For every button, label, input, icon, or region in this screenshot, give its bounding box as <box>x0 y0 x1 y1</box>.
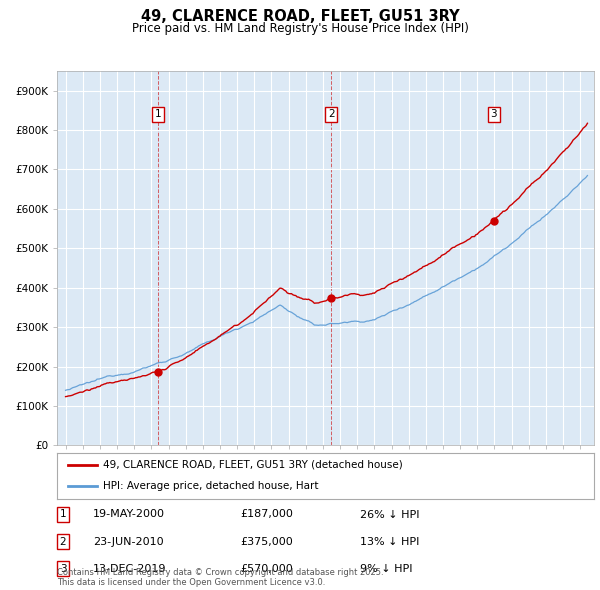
Text: 1: 1 <box>155 109 161 119</box>
Text: 2: 2 <box>59 537 67 546</box>
Text: 9% ↓ HPI: 9% ↓ HPI <box>360 564 413 573</box>
Text: 3: 3 <box>59 564 67 573</box>
Text: 23-JUN-2010: 23-JUN-2010 <box>93 537 164 546</box>
Text: £187,000: £187,000 <box>240 510 293 519</box>
Text: 1: 1 <box>59 510 67 519</box>
Text: 2: 2 <box>328 109 334 119</box>
Text: Price paid vs. HM Land Registry's House Price Index (HPI): Price paid vs. HM Land Registry's House … <box>131 22 469 35</box>
Text: £375,000: £375,000 <box>240 537 293 546</box>
Text: HPI: Average price, detached house, Hart: HPI: Average price, detached house, Hart <box>103 481 318 491</box>
Text: 19-MAY-2000: 19-MAY-2000 <box>93 510 165 519</box>
Text: 13% ↓ HPI: 13% ↓ HPI <box>360 537 419 546</box>
Text: 26% ↓ HPI: 26% ↓ HPI <box>360 510 419 519</box>
Text: 49, CLARENCE ROAD, FLEET, GU51 3RY: 49, CLARENCE ROAD, FLEET, GU51 3RY <box>140 9 460 24</box>
Text: 13-DEC-2019: 13-DEC-2019 <box>93 564 167 573</box>
Text: 3: 3 <box>490 109 497 119</box>
Text: 49, CLARENCE ROAD, FLEET, GU51 3RY (detached house): 49, CLARENCE ROAD, FLEET, GU51 3RY (deta… <box>103 460 403 470</box>
Text: £570,000: £570,000 <box>240 564 293 573</box>
Text: Contains HM Land Registry data © Crown copyright and database right 2025.
This d: Contains HM Land Registry data © Crown c… <box>57 568 383 587</box>
